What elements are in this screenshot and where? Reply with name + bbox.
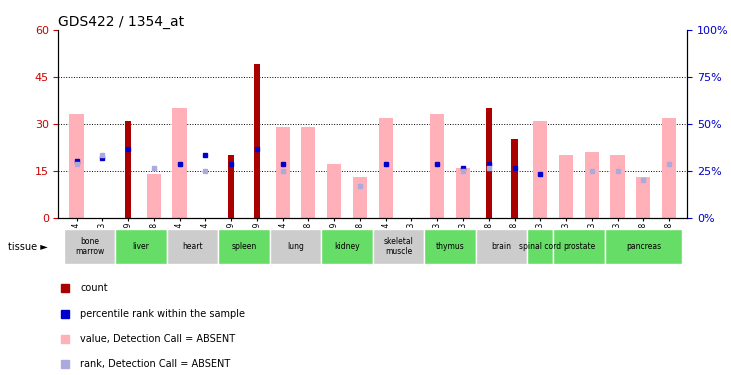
Bar [430,114,444,218]
Text: bone
marrow: bone marrow [75,237,104,256]
Bar [456,168,470,217]
Bar [64,230,115,264]
Bar [301,127,316,218]
Bar [254,64,260,218]
Bar [173,108,186,218]
Text: heart: heart [182,242,202,251]
Text: brain: brain [492,242,512,251]
Text: thymus: thymus [436,242,464,251]
Bar [327,164,341,218]
Text: skeletal
muscle: skeletal muscle [384,237,414,256]
Text: spleen: spleen [231,242,257,251]
Bar [527,230,553,264]
Text: spinal cord: spinal cord [519,242,561,251]
Bar [662,117,676,218]
Text: pancreas: pancreas [626,242,661,251]
Bar [167,230,219,264]
Bar [125,121,132,218]
Text: GDS422 / 1354_at: GDS422 / 1354_at [58,15,185,29]
Bar [322,230,373,264]
Text: lung: lung [287,242,304,251]
Text: kidney: kidney [334,242,360,251]
Bar [553,230,605,264]
Bar [270,230,322,264]
Bar [424,230,476,264]
Text: tissue ►: tissue ► [8,243,48,252]
Bar [147,174,161,217]
Bar [559,155,573,218]
Bar [585,152,599,217]
Bar [276,127,289,218]
Text: rank, Detection Call = ABSENT: rank, Detection Call = ABSENT [80,359,231,369]
Text: prostate: prostate [563,242,595,251]
Bar [636,177,651,218]
Bar [379,117,393,218]
Bar [605,230,682,264]
Bar [476,230,527,264]
Text: liver: liver [132,242,149,251]
Bar [533,121,548,218]
Bar [219,230,270,264]
Bar [610,155,625,218]
Bar [228,155,235,218]
Bar [115,230,167,264]
Bar [69,114,83,218]
Text: percentile rank within the sample: percentile rank within the sample [80,309,246,319]
Bar [353,177,367,218]
Bar [485,108,492,218]
Bar [511,140,518,218]
Text: count: count [80,284,108,293]
Bar [373,230,424,264]
Text: value, Detection Call = ABSENT: value, Detection Call = ABSENT [80,334,235,344]
